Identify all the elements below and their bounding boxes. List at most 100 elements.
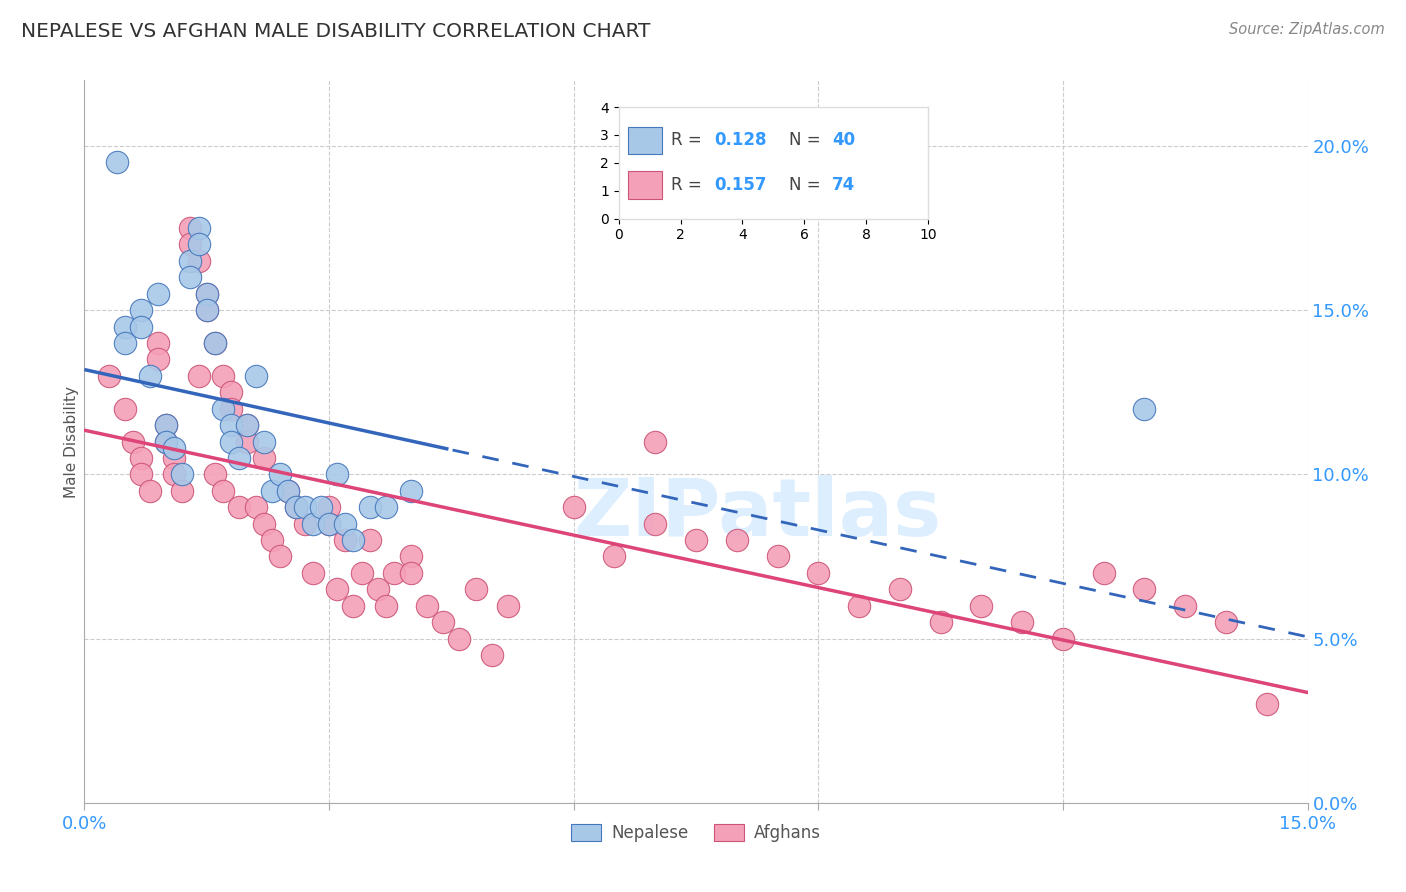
Point (342, 599, 364, 613)
Point (114, 336, 136, 351)
Point (187, 253, 209, 268)
Point (155, 418, 177, 433)
Point (644, 434, 666, 449)
Text: ZIPatlas: ZIPatlas (574, 475, 941, 553)
Point (1133, 401, 1156, 416)
Text: 0.157: 0.157 (714, 176, 768, 194)
Point (204, 336, 226, 351)
Point (195, 286, 218, 301)
Point (228, 500, 250, 515)
Point (212, 401, 235, 416)
Point (1052, 632, 1074, 646)
Point (889, 582, 911, 597)
Point (318, 516, 340, 531)
Point (131, 319, 153, 334)
Text: R =: R = (671, 131, 707, 149)
Point (155, 418, 177, 433)
Point (375, 599, 398, 613)
Point (179, 253, 201, 268)
Point (449, 632, 471, 646)
Point (1174, 599, 1197, 613)
Text: NEPALESE VS AFGHAN MALE DISABILITY CORRELATION CHART: NEPALESE VS AFGHAN MALE DISABILITY CORRE… (21, 22, 651, 41)
Point (335, 516, 357, 531)
Point (260, 533, 283, 547)
Point (228, 450, 250, 465)
Point (603, 549, 626, 564)
Point (375, 500, 398, 515)
Point (399, 566, 422, 580)
Point (399, 549, 422, 564)
Point (301, 516, 323, 531)
Point (131, 450, 153, 465)
Point (245, 500, 267, 515)
Point (970, 599, 993, 613)
Point (498, 599, 520, 613)
Point (260, 483, 283, 498)
Point (481, 648, 503, 662)
Point (236, 418, 259, 433)
Point (367, 582, 389, 597)
Point (1092, 566, 1115, 580)
Point (179, 237, 201, 252)
Point (399, 483, 422, 498)
Point (1133, 582, 1156, 597)
Point (236, 418, 259, 433)
Point (245, 368, 267, 383)
FancyBboxPatch shape (628, 171, 662, 199)
Point (335, 533, 357, 547)
Point (105, 155, 128, 169)
Point (294, 500, 316, 515)
Point (1256, 698, 1278, 712)
Point (138, 368, 160, 383)
Point (725, 533, 748, 547)
Point (219, 434, 242, 449)
Point (219, 418, 242, 433)
Point (277, 483, 299, 498)
Point (342, 533, 364, 547)
Point (114, 401, 136, 416)
Point (644, 516, 666, 531)
Point (163, 441, 186, 455)
Point (187, 237, 209, 252)
Point (131, 467, 153, 482)
Point (131, 303, 153, 318)
Point (253, 434, 276, 449)
Point (155, 434, 177, 449)
Point (146, 352, 169, 367)
Point (172, 467, 194, 482)
Point (277, 483, 299, 498)
FancyBboxPatch shape (628, 127, 662, 154)
Point (253, 516, 276, 531)
Point (326, 582, 349, 597)
Point (236, 434, 259, 449)
Text: N =: N = (789, 176, 825, 194)
Point (326, 467, 349, 482)
Point (285, 500, 308, 515)
Point (195, 303, 218, 318)
Point (1011, 615, 1033, 630)
Text: Source: ZipAtlas.com: Source: ZipAtlas.com (1229, 22, 1385, 37)
Text: R =: R = (671, 176, 707, 194)
Text: 40: 40 (832, 131, 855, 149)
Point (848, 599, 870, 613)
Point (359, 533, 381, 547)
Point (122, 434, 145, 449)
Point (163, 467, 186, 482)
Point (195, 286, 218, 301)
Text: 74: 74 (832, 176, 855, 194)
Point (195, 303, 218, 318)
Point (350, 566, 373, 580)
Point (138, 483, 160, 498)
Point (212, 368, 235, 383)
Point (309, 500, 332, 515)
Point (766, 549, 789, 564)
Point (929, 615, 952, 630)
Point (1215, 615, 1237, 630)
Point (97, 368, 120, 383)
Point (204, 467, 226, 482)
Point (253, 450, 276, 465)
Y-axis label: Male Disability: Male Disability (63, 385, 79, 498)
Point (318, 500, 340, 515)
Point (807, 566, 830, 580)
Point (269, 467, 291, 482)
